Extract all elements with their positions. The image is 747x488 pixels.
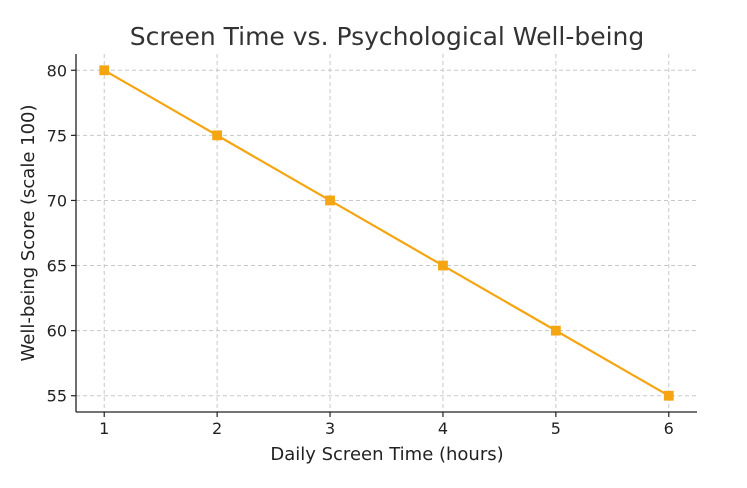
data-point-marker (325, 195, 335, 206)
y-tick-label: 60 (47, 322, 67, 341)
x-tick-label: 5 (551, 419, 561, 438)
x-axis-label: Daily Screen Time (hours) (270, 444, 503, 465)
y-axis-label: Well-being Score (scale 100) (18, 104, 39, 361)
x-tick-label: 1 (99, 419, 109, 438)
grid-lines (76, 54, 697, 412)
chart-title: Screen Time vs. Psychological Well-being (130, 22, 645, 51)
y-tick-label: 55 (47, 387, 67, 406)
x-tick-label: 2 (212, 419, 222, 438)
x-tick-label: 6 (664, 419, 674, 438)
axes (71, 54, 697, 417)
data-point-marker (438, 260, 448, 271)
x-tick-label: 4 (438, 419, 448, 438)
x-tick-label: 3 (325, 419, 335, 438)
tick-labels: 1 2 3 4 5 6 55 60 65 70 75 80 (47, 61, 674, 438)
y-tick-label: 75 (47, 126, 67, 145)
data-point-marker (99, 65, 110, 76)
y-tick-label: 65 (47, 257, 67, 276)
y-tick-label: 80 (47, 61, 67, 80)
y-tick-label: 70 (47, 191, 67, 210)
data-series (99, 65, 674, 401)
data-point-marker (550, 325, 561, 336)
data-point-marker (663, 390, 674, 401)
data-point-marker (212, 130, 223, 141)
series-line (103, 69, 670, 397)
